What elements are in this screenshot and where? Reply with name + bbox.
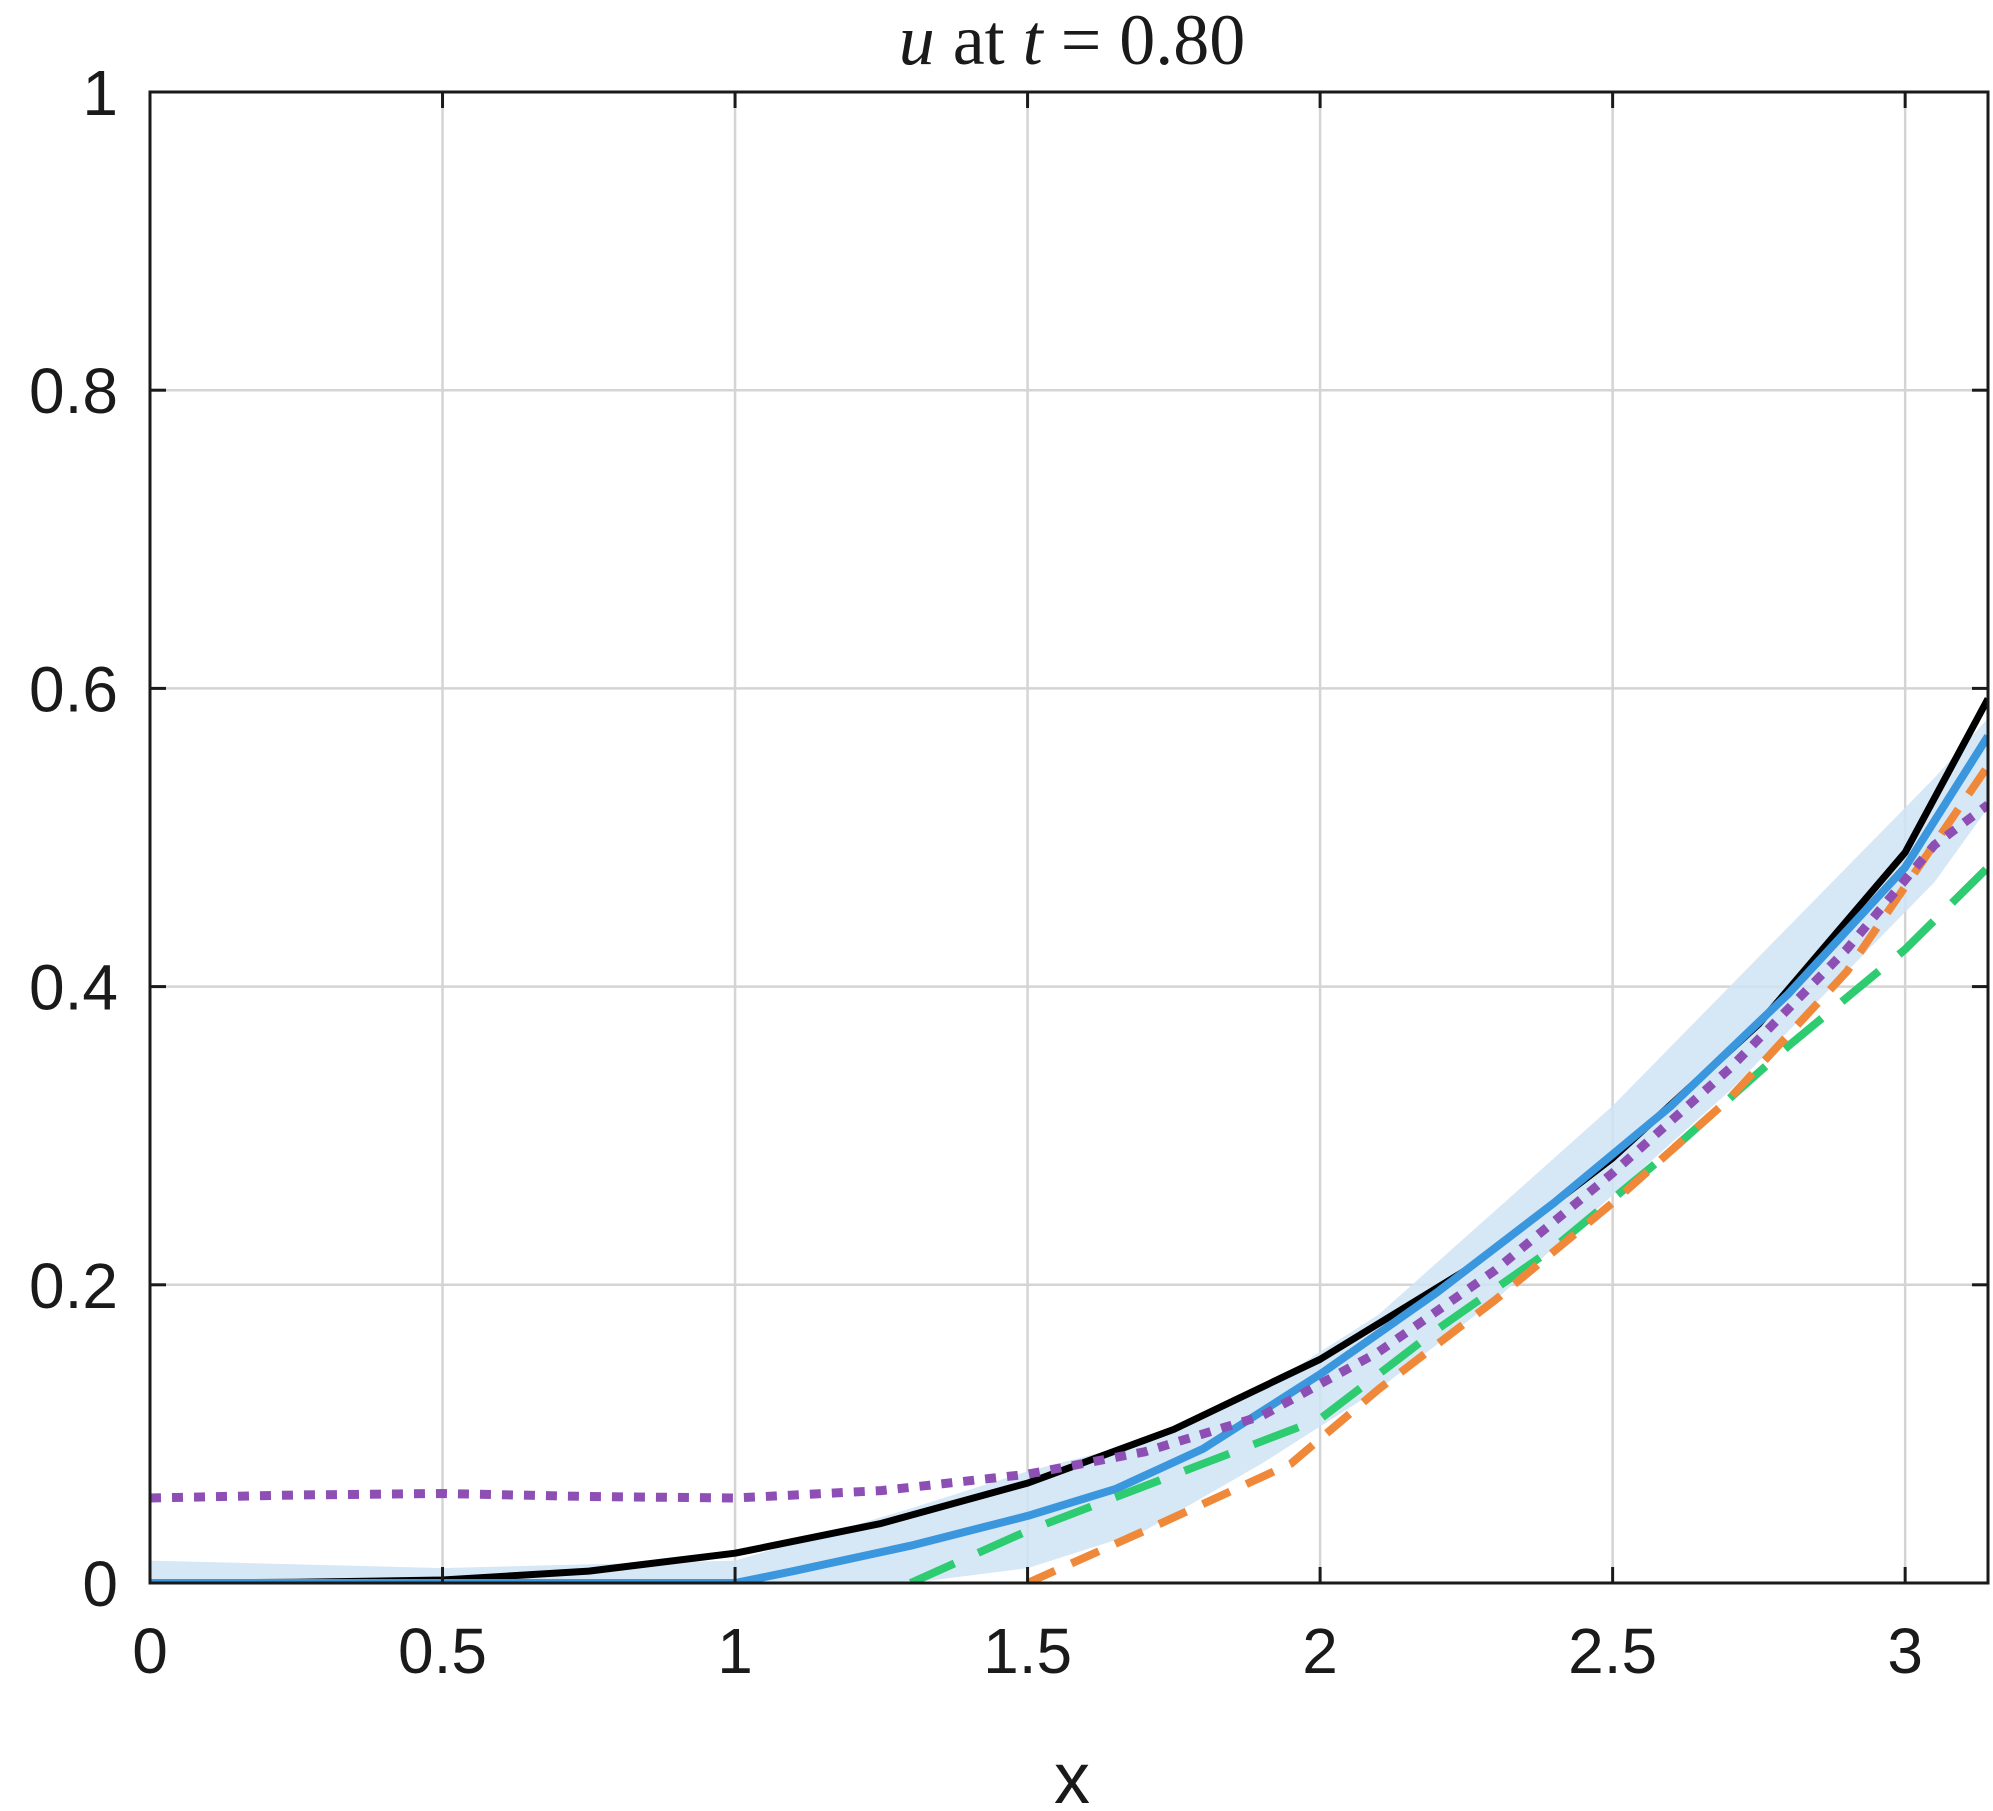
title-tvar: t (1023, 0, 1045, 80)
uncertainty-band-layer (150, 718, 1988, 1583)
x-tick-label: 0.5 (398, 1615, 487, 1687)
title-mid: at (935, 0, 1023, 80)
x-tick-label: 3 (1887, 1615, 1923, 1687)
x-tick-label: 0 (132, 1615, 168, 1687)
y-tick-label: 0.2 (29, 1250, 118, 1322)
x-axis-label: x (1054, 1739, 1090, 1811)
x-tick-label: 1.5 (983, 1615, 1072, 1687)
y-tick-label: 1 (82, 57, 118, 129)
series-line-3 (908, 864, 1988, 1583)
ticks (148, 90, 1988, 1585)
x-tick-label: 2.5 (1568, 1615, 1657, 1687)
chart-title: u at t = 0.80 (899, 0, 1246, 80)
plot-frame (148, 90, 1990, 1585)
tick-labels: 0 0.5 1 1.5 2 2.5 3 0 0.2 0.4 0.6 0.8 1 (29, 57, 1923, 1687)
y-tick-label: 0.8 (29, 355, 118, 427)
series-line-4 (1025, 763, 1988, 1583)
x-tick-label: 2 (1302, 1615, 1338, 1687)
y-tick-label: 0.4 (29, 952, 118, 1024)
title-var: u (899, 0, 935, 80)
y-tick-label: 0.6 (29, 653, 118, 725)
y-tick-label: 0 (82, 1548, 118, 1620)
series-line-1 (150, 697, 1988, 1583)
series-line-5 (150, 801, 1988, 1503)
x-tick-label: 1 (717, 1615, 753, 1687)
series-layer (150, 697, 1988, 1583)
grid (148, 90, 1988, 1585)
uncertainty-band (150, 718, 1988, 1583)
series-line-2 (150, 733, 1988, 1583)
title-rest: = 0.80 (1043, 0, 1246, 80)
